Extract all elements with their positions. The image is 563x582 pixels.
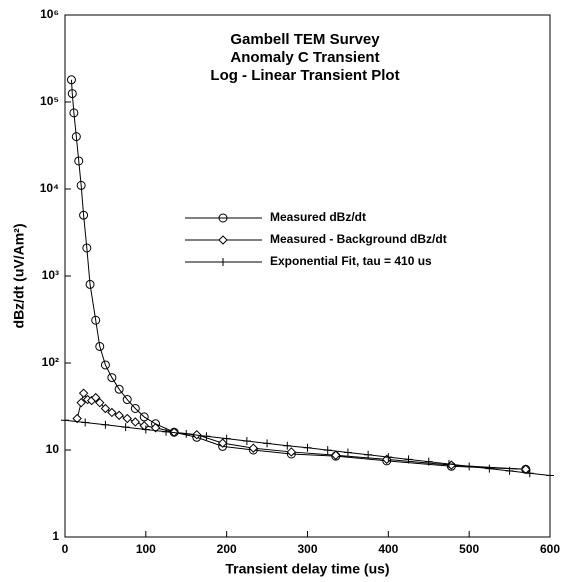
x-tick-label: 600: [540, 542, 560, 556]
legend-label: Measured dBz/dt: [270, 210, 366, 224]
y-axis-label: dBz/dt (uV/Am²): [11, 224, 27, 329]
marker-circle: [76, 180, 86, 190]
marker-circle: [139, 412, 149, 422]
marker-circle: [130, 403, 140, 413]
marker-diamond: [91, 392, 101, 403]
x-tick-label: 400: [378, 542, 398, 556]
marker-circle: [71, 132, 81, 142]
x-tick-label: 500: [459, 542, 479, 556]
x-axis-label: Transient delay time (us): [225, 561, 389, 577]
marker-diamond: [114, 410, 124, 421]
marker-circle: [67, 89, 77, 99]
y-tick-label: 10: [46, 442, 60, 456]
marker-plus: [101, 420, 110, 429]
chart-title: Gambell TEM Survey: [230, 31, 380, 48]
marker-circle: [79, 210, 89, 220]
marker-plus: [222, 434, 231, 443]
marker-circle: [85, 279, 95, 289]
marker-circle: [74, 156, 84, 166]
marker-diamond: [217, 438, 228, 448]
marker-diamond: [107, 407, 117, 418]
series-line: [76, 391, 526, 470]
marker-diamond: [331, 450, 341, 460]
marker-plus: [485, 464, 494, 473]
marker-plus: [283, 441, 292, 450]
marker-diamond: [521, 464, 531, 475]
marker-plus: [141, 425, 150, 434]
marker-circle: [66, 75, 76, 85]
marker-diamond: [76, 397, 86, 408]
marker-plus: [182, 429, 191, 438]
x-tick-label: 0: [62, 542, 69, 556]
marker-plus: [121, 423, 130, 432]
marker-diamond: [72, 413, 82, 424]
chart-title: Anomaly C Transient: [230, 49, 379, 66]
marker-diamond: [95, 397, 105, 408]
marker-plus: [525, 469, 534, 478]
y-tick-label: 10⁴: [40, 181, 59, 195]
marker-plus: [242, 436, 251, 445]
marker-plus: [546, 471, 554, 480]
marker-plus: [424, 457, 433, 466]
marker-plus: [323, 446, 332, 455]
marker-plus: [384, 453, 393, 462]
marker-circle: [69, 108, 79, 118]
y-tick-label: 10³: [42, 268, 59, 282]
marker-plus: [364, 450, 373, 459]
marker-diamond: [286, 447, 297, 457]
marker-circle: [82, 243, 92, 253]
x-tick-label: 300: [297, 542, 317, 556]
marker-plus: [404, 455, 413, 464]
y-tick-label: 10²: [42, 355, 59, 369]
marker-diamond: [78, 388, 89, 398]
marker-circle: [114, 384, 124, 394]
marker-diamond: [150, 423, 161, 433]
legend-label: Exponential Fit, tau = 410 us: [270, 254, 432, 268]
marker-plus: [444, 460, 453, 469]
x-tick-label: 100: [136, 542, 156, 556]
marker-plus: [263, 439, 272, 448]
legend-marker: [218, 213, 228, 223]
marker-diamond: [130, 417, 141, 427]
marker-plus: [61, 416, 69, 425]
marker-circle: [107, 373, 117, 383]
y-tick-label: 10⁶: [40, 7, 59, 21]
legend-label: Measured - Background dBz/dt: [270, 232, 447, 246]
y-tick-label: 10⁵: [40, 94, 59, 108]
marker-plus: [343, 448, 352, 457]
marker-plus: [303, 443, 312, 452]
marker-plus: [505, 466, 514, 475]
marker-circle: [122, 395, 132, 405]
x-tick-label: 200: [217, 542, 237, 556]
marker-circle: [100, 360, 110, 370]
marker-diamond: [100, 403, 111, 414]
series-line: [70, 79, 526, 470]
marker-plus: [81, 418, 90, 427]
marker-plus: [465, 462, 474, 471]
legend-marker: [218, 235, 228, 245]
marker-diamond: [122, 413, 132, 424]
plot-frame: [64, 14, 551, 538]
marker-circle: [95, 341, 105, 351]
marker-circle: [91, 315, 101, 325]
chart-title: Log - Linear Transient Plot: [210, 67, 399, 84]
marker-plus: [162, 427, 171, 436]
marker-diamond: [248, 443, 259, 453]
legend-marker: [219, 258, 227, 266]
marker-plus: [202, 432, 211, 441]
y-tick-label: 1: [52, 529, 59, 543]
